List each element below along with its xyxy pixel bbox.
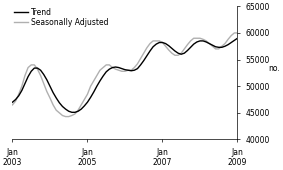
Seasonally Adjusted <box>280 85 283 87</box>
Trend <box>64 108 67 110</box>
Y-axis label: no.: no. <box>269 64 280 73</box>
Seasonally Adjusted <box>64 116 67 118</box>
Trend <box>239 36 242 38</box>
Trend <box>11 101 14 103</box>
Line: Seasonally Adjusted: Seasonally Adjusted <box>12 33 283 134</box>
Seasonally Adjusted <box>233 32 236 34</box>
Trend <box>45 79 49 81</box>
Trend <box>280 73 283 75</box>
Trend <box>167 45 170 47</box>
Seasonally Adjusted <box>45 90 49 92</box>
Line: Trend: Trend <box>12 37 283 123</box>
Seasonally Adjusted <box>167 49 170 51</box>
Seasonally Adjusted <box>11 104 14 106</box>
Legend: Trend, Seasonally Adjusted: Trend, Seasonally Adjusted <box>14 8 108 27</box>
